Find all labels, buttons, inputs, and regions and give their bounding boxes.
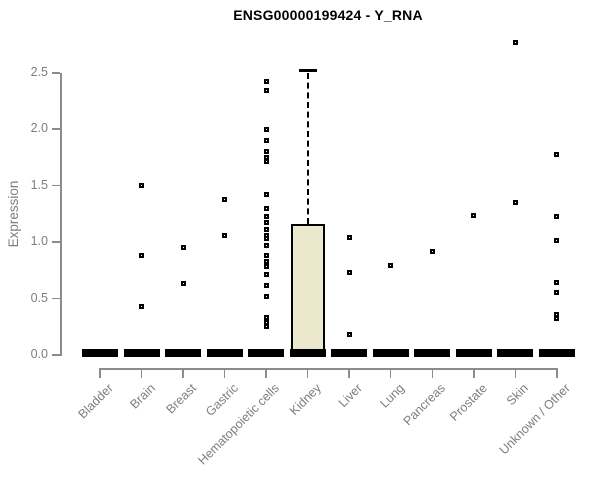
y-axis-tick-label: 1.5 xyxy=(30,177,48,192)
y-axis-tick-label: 0.5 xyxy=(30,290,48,305)
outlier-point xyxy=(263,272,269,278)
outlier-point xyxy=(263,319,269,325)
outlier-point xyxy=(512,200,518,206)
outlier-point xyxy=(346,235,352,241)
x-axis-tick xyxy=(99,369,101,378)
y-axis-line xyxy=(60,72,62,356)
x-axis-tick xyxy=(431,369,434,378)
y-axis-tick xyxy=(52,184,60,187)
median-bar xyxy=(497,348,534,357)
median-bar xyxy=(165,348,202,357)
y-axis-tick xyxy=(52,128,60,130)
box xyxy=(290,224,325,353)
chart-title: ENSG00000199424 - Y_RNA xyxy=(233,7,423,23)
x-axis-tick xyxy=(182,369,184,378)
median-bar xyxy=(414,348,451,357)
median-bar xyxy=(331,348,368,357)
outlier-point xyxy=(263,236,269,242)
outlier-point xyxy=(263,137,269,143)
outlier-point xyxy=(554,290,560,296)
outlier-point xyxy=(263,88,269,94)
outlier-point xyxy=(429,248,435,254)
outlier-point xyxy=(263,205,269,211)
outlier-point xyxy=(263,192,269,198)
outlier-point xyxy=(263,220,269,226)
outlier-point xyxy=(554,280,560,286)
outlier-point xyxy=(263,253,269,259)
outlier-point xyxy=(139,183,145,189)
outlier-point xyxy=(471,212,477,218)
y-axis-tick xyxy=(52,72,60,74)
y-axis-tick xyxy=(52,297,60,300)
y-axis-tick-label: 2.5 xyxy=(30,64,48,79)
outlier-point xyxy=(263,315,269,321)
whisker-line xyxy=(306,72,309,224)
outlier-point xyxy=(263,258,269,264)
x-axis-line xyxy=(99,368,558,370)
x-axis-tick xyxy=(348,369,350,378)
x-axis-tick xyxy=(140,369,143,378)
outlier-point xyxy=(554,311,560,317)
outlier-point xyxy=(346,332,352,338)
outlier-point xyxy=(180,281,186,287)
outlier-point xyxy=(139,253,145,259)
median-bar xyxy=(538,348,575,357)
outlier-point xyxy=(263,282,269,288)
outlier-point xyxy=(263,213,269,219)
outlier-point xyxy=(263,227,269,233)
outlier-point xyxy=(554,213,560,219)
outlier-point xyxy=(263,293,269,299)
x-axis-tick xyxy=(223,369,226,378)
y-axis-tick xyxy=(52,241,60,243)
outlier-point xyxy=(263,159,269,165)
x-axis-tick xyxy=(514,369,517,378)
median-bar xyxy=(82,348,118,357)
median-bar xyxy=(248,348,285,357)
outlier-point xyxy=(263,264,269,270)
outlier-point xyxy=(554,151,560,157)
outlier-point xyxy=(263,126,269,132)
outlier-point xyxy=(346,270,352,276)
whisker-cap xyxy=(298,69,317,72)
outlier-point xyxy=(263,154,269,160)
median-bar xyxy=(289,348,326,357)
y-axis-tick-label: 0.0 xyxy=(30,347,48,361)
outlier-point xyxy=(180,245,186,251)
outlier-point xyxy=(263,242,269,248)
median-bar xyxy=(372,348,409,357)
x-axis-tick xyxy=(265,369,267,378)
x-axis-tick xyxy=(306,369,309,378)
outlier-point xyxy=(554,316,560,322)
median-bar xyxy=(455,348,492,357)
x-axis-tick xyxy=(556,369,558,378)
x-axis-tick xyxy=(389,369,392,378)
outlier-point xyxy=(263,324,269,330)
y-axis-tick-label: 1.0 xyxy=(30,234,48,249)
y-axis-tick xyxy=(52,354,60,356)
outlier-point xyxy=(222,232,228,238)
outlier-point xyxy=(263,149,269,155)
median-bar xyxy=(123,348,160,357)
outlier-point xyxy=(554,238,560,244)
outlier-point xyxy=(222,196,228,202)
outlier-point xyxy=(512,39,518,45)
median-bar xyxy=(206,348,243,357)
outlier-point xyxy=(263,79,269,85)
x-axis-tick xyxy=(473,369,475,378)
y-axis-tick-label: 2.0 xyxy=(30,121,48,136)
outlier-point xyxy=(388,263,394,269)
outlier-point xyxy=(139,303,145,309)
